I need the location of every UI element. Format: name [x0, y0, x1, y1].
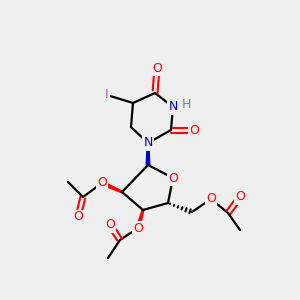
Text: O: O [97, 176, 107, 190]
Text: O: O [206, 193, 216, 206]
Text: H: H [181, 98, 191, 110]
Polygon shape [146, 143, 150, 165]
Text: O: O [73, 211, 83, 224]
Text: I: I [105, 88, 109, 101]
Text: O: O [133, 221, 143, 235]
Text: O: O [152, 61, 162, 74]
Text: N: N [168, 100, 178, 113]
Text: O: O [189, 124, 199, 136]
Text: O: O [235, 190, 245, 203]
Polygon shape [101, 182, 122, 193]
Text: O: O [105, 218, 115, 232]
Polygon shape [136, 210, 144, 229]
Text: O: O [168, 172, 178, 184]
Text: N: N [143, 136, 153, 149]
